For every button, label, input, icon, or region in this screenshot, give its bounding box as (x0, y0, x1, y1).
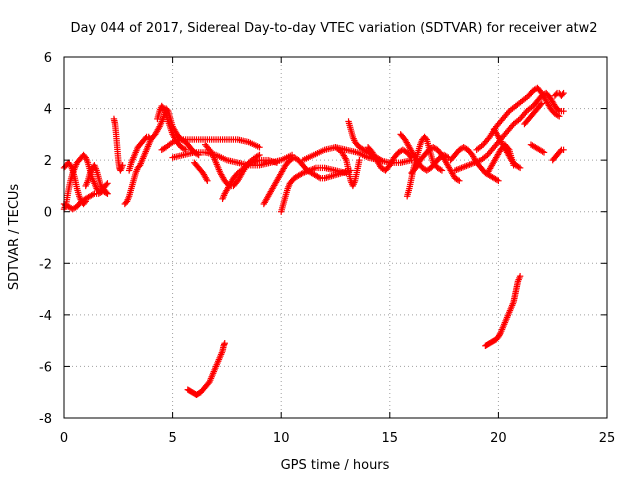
series-arc-30 (551, 89, 567, 99)
series-arc-13 (191, 159, 211, 184)
series-arc-24 (451, 89, 567, 174)
plus-marker (104, 190, 111, 197)
plus-marker (539, 148, 546, 155)
plus-marker (560, 107, 567, 115)
plus-marker (540, 149, 548, 156)
plus-marker (221, 340, 228, 347)
y-tick-label: -4 (39, 309, 52, 324)
plus-marker (538, 100, 546, 107)
plus-marker (516, 272, 524, 280)
grid-lines (64, 57, 607, 418)
plus-marker (456, 177, 463, 184)
x-tick-label: 20 (490, 431, 507, 446)
plus-marker (256, 144, 263, 151)
chart-title: Day 044 of 2017, Sidereal Day-to-day VTE… (70, 21, 597, 36)
series-arc-28 (527, 141, 548, 156)
series-arc-04 (82, 162, 111, 197)
series-arc-09 (158, 136, 263, 154)
series-arc-31 (521, 100, 546, 128)
y-tick-label: -8 (39, 412, 52, 427)
plus-marker (315, 174, 323, 181)
series-arc-27 (490, 126, 524, 172)
y-tick-label: 0 (44, 206, 52, 221)
plus-marker (515, 163, 522, 171)
data-points (60, 84, 567, 398)
series-arc-07 (125, 133, 155, 174)
plus-marker (103, 189, 110, 196)
plus-marker (537, 101, 544, 108)
plus-marker (180, 145, 188, 153)
plus-marker (493, 176, 501, 184)
plus-marker (496, 330, 504, 338)
plus-marker (554, 112, 561, 119)
plot-frame (63, 56, 608, 419)
plus-marker (437, 166, 444, 173)
plus-marker (273, 159, 281, 166)
plus-marker (554, 106, 562, 114)
plus-marker (556, 113, 563, 120)
y-tick-label: 4 (44, 103, 52, 118)
y-tick-label: -6 (39, 360, 52, 375)
plus-marker (119, 162, 126, 169)
y-tick-label: -2 (39, 257, 52, 272)
plus-marker (557, 147, 564, 155)
series-arc-05 (110, 115, 126, 174)
plus-marker (298, 170, 305, 178)
x-tick-label: 10 (273, 431, 290, 446)
x-tick-label: 0 (60, 431, 68, 446)
series-arc-18 (345, 118, 385, 164)
series-arc-32 (184, 340, 228, 398)
series-arc-08 (154, 102, 189, 154)
x-tick-label: 5 (168, 431, 176, 446)
plus-marker (422, 135, 429, 142)
plus-marker (438, 167, 446, 174)
plus-marker (560, 146, 567, 154)
plus-marker (147, 136, 155, 143)
series-arc-17 (332, 144, 363, 190)
series-arc-29 (549, 146, 567, 164)
y-tick-label: 6 (44, 51, 52, 66)
series-arc-19 (364, 144, 415, 174)
x-axis-title: GPS time / hours (281, 458, 390, 473)
plus-marker (103, 181, 110, 188)
plus-marker (495, 177, 502, 184)
series-arc-33 (482, 272, 524, 349)
y-axis-title: SDTVAR / TECUs (7, 184, 22, 291)
x-tick-label: 15 (382, 431, 399, 446)
y-tick-label: 2 (44, 154, 52, 169)
plus-marker (559, 91, 566, 98)
plus-marker (104, 180, 111, 187)
series-arc-15 (278, 164, 350, 215)
x-tick-label: 25 (599, 431, 616, 446)
x-tick-labels: 0 5 10 15 20 25 (60, 431, 615, 446)
series-arc-12 (219, 156, 281, 203)
plus-marker (560, 89, 567, 97)
axis-ticks (63, 56, 608, 419)
plus-marker (146, 135, 153, 142)
plus-marker (89, 191, 97, 198)
plus-marker (356, 156, 363, 164)
y-tick-labels: -8 -6 -4 -2 0 2 4 6 (39, 51, 52, 427)
plus-marker (516, 164, 524, 172)
plus-marker (454, 176, 462, 184)
plus-marker (204, 177, 211, 184)
